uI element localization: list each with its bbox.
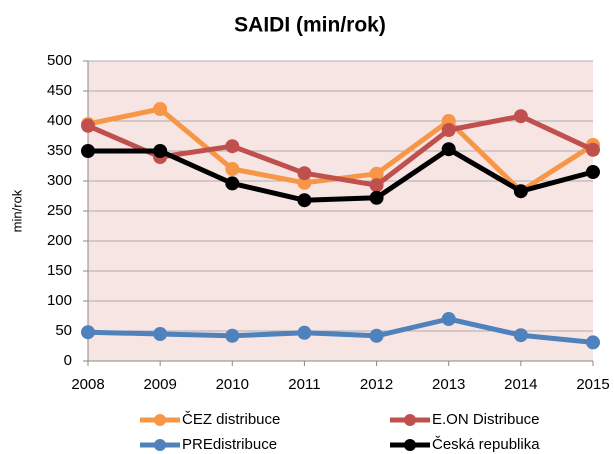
data-point bbox=[225, 139, 240, 154]
x-tick-label: 2011 bbox=[288, 376, 320, 393]
legend-marker bbox=[154, 414, 166, 426]
y-tick-label: 50 bbox=[55, 322, 72, 339]
data-point bbox=[297, 325, 312, 340]
data-point bbox=[297, 193, 312, 208]
data-point bbox=[153, 327, 168, 341]
legend-marker bbox=[404, 414, 416, 426]
data-point bbox=[81, 118, 95, 133]
x-tick-label: 2012 bbox=[360, 376, 393, 393]
y-tick-label: 250 bbox=[47, 202, 72, 219]
series-line bbox=[87, 316, 594, 345]
data-point bbox=[225, 176, 240, 191]
y-tick-label: 450 bbox=[47, 82, 72, 99]
legend-label: PREdistribuce bbox=[182, 436, 277, 453]
data-point bbox=[369, 190, 384, 205]
series-line bbox=[88, 146, 594, 203]
x-tick-label: 2010 bbox=[216, 376, 249, 393]
y-tick-label: 350 bbox=[47, 142, 72, 159]
data-point bbox=[81, 325, 95, 340]
data-point bbox=[297, 166, 312, 181]
legend-label: Česká republika bbox=[432, 436, 540, 453]
data-point bbox=[297, 175, 312, 190]
data-point bbox=[441, 312, 456, 326]
data-point bbox=[586, 142, 600, 157]
y-tick-label: 200 bbox=[47, 232, 72, 249]
data-point bbox=[153, 102, 168, 116]
data-point bbox=[586, 335, 600, 350]
legend-marker bbox=[404, 439, 416, 451]
data-point bbox=[153, 144, 168, 158]
data-point bbox=[369, 166, 384, 181]
legend-marker bbox=[154, 439, 166, 451]
data-point bbox=[225, 328, 240, 343]
legend-label: ČEZ distribuce bbox=[182, 411, 280, 428]
data-point bbox=[441, 142, 456, 157]
data-point bbox=[369, 178, 384, 193]
data-point bbox=[369, 328, 384, 343]
x-tick-label: 2009 bbox=[143, 376, 176, 393]
y-tick-label: 0 bbox=[64, 352, 72, 369]
y-tick-label: 300 bbox=[47, 172, 72, 189]
data-point bbox=[586, 165, 600, 179]
y-tick-label: 150 bbox=[47, 262, 72, 279]
y-tick-label: 100 bbox=[47, 292, 72, 309]
data-point bbox=[441, 123, 456, 137]
data-point bbox=[513, 109, 528, 124]
x-tick-label: 2008 bbox=[71, 376, 104, 393]
x-tick-label: 2013 bbox=[432, 376, 465, 393]
data-point bbox=[225, 162, 240, 176]
x-tick-label: 2014 bbox=[504, 376, 537, 393]
chart-title: SAIDI (min/rok) bbox=[234, 14, 386, 37]
x-tick-label: 2015 bbox=[576, 376, 609, 393]
y-axis-label: min/rok bbox=[9, 189, 24, 232]
data-point bbox=[513, 184, 528, 199]
legend-label: E.ON Distribuce bbox=[432, 411, 540, 428]
data-point bbox=[81, 144, 95, 158]
y-tick-label: 400 bbox=[47, 112, 72, 129]
data-point bbox=[513, 328, 528, 343]
y-tick-label: 500 bbox=[47, 52, 72, 69]
